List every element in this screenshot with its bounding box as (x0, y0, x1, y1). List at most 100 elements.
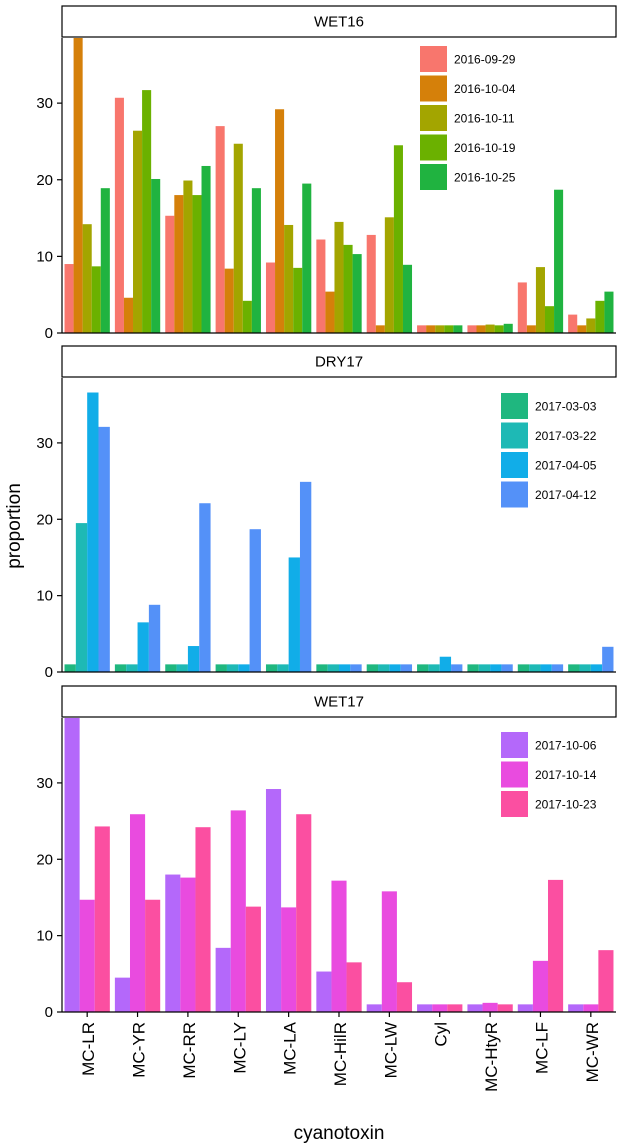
bar (288, 557, 300, 672)
series-2016-10-19 (91, 90, 605, 333)
bar (215, 664, 227, 672)
bar (476, 325, 486, 333)
bar (145, 899, 161, 1012)
legend-swatch (501, 422, 528, 449)
bar (174, 195, 184, 333)
bar (346, 962, 362, 1012)
bar (281, 907, 297, 1012)
bar (447, 1004, 463, 1012)
legend-swatch (420, 134, 447, 161)
panel-wet16: WET16 0 10 20 30 2016-09-29 2016-10-04 2016-10-… (36, 5, 617, 342)
bar (195, 827, 211, 1012)
bar (568, 314, 578, 333)
y-axis-title: proportion (4, 483, 25, 569)
bar (577, 325, 587, 333)
legend-label: 2017-10-06 (535, 739, 597, 753)
x-axis-title: cyanotoxin (294, 1123, 385, 1144)
bar (87, 392, 99, 672)
panel-dry17: DRY17 0 10 20 30 2017-03-03 2017-03-22 2017-04-… (36, 345, 617, 681)
bar (428, 664, 440, 672)
bar (467, 664, 479, 672)
facet-strip (61, 685, 617, 718)
bar (532, 960, 549, 1012)
y-tick-label: 0 (45, 664, 53, 681)
bar (378, 664, 390, 672)
bar (64, 264, 74, 333)
bar (400, 664, 413, 672)
bar (494, 325, 504, 333)
legend-label: 2016-10-04 (454, 82, 516, 96)
x-axis: MC-LR MC-YR MC-RR MC-LY MC-LA MC-HilR MC-LW Cyl… (79, 1012, 602, 1092)
bar (444, 325, 454, 333)
x-tick-label: MC-LA (281, 1021, 300, 1075)
series-2017-04-12 (98, 426, 614, 672)
bar (265, 664, 278, 672)
x-tick-label: MC-WR (583, 1022, 602, 1082)
bar (137, 622, 149, 672)
legend-label: 2016-10-19 (454, 141, 516, 155)
bar (467, 325, 477, 333)
x-tick-label: MC-YR (130, 1022, 149, 1078)
bar (100, 188, 110, 333)
bar (451, 664, 463, 672)
legend-label: 2016-09-29 (454, 53, 516, 67)
legend-swatch (420, 75, 447, 102)
bar (133, 130, 143, 333)
legend-label: 2017-03-03 (535, 400, 597, 414)
series-2016-10-11 (82, 130, 596, 333)
bar (375, 325, 385, 333)
bar (296, 814, 312, 1012)
legend: 2017-10-06 2017-10-14 2017-10-23 (501, 732, 597, 817)
series-2016-09-29 (64, 97, 578, 334)
legend: 2016-09-29 2016-10-04 2016-10-11 2016-10-19… (420, 46, 516, 190)
bar (366, 664, 379, 672)
bar (490, 664, 502, 672)
bar (327, 664, 339, 672)
bar (529, 664, 541, 672)
x-tick-label: MC-LR (79, 1022, 98, 1076)
bar (114, 97, 124, 334)
bar (366, 1004, 382, 1012)
bar (517, 282, 527, 333)
bar (245, 906, 261, 1012)
series-2016-10-25 (100, 165, 614, 333)
bar (151, 178, 161, 333)
bar (114, 664, 127, 672)
bar (94, 826, 110, 1012)
bar (165, 215, 175, 333)
y-tick-label: 0 (45, 1004, 53, 1021)
bar (114, 977, 130, 1012)
bar (293, 267, 303, 333)
bar (439, 656, 452, 672)
bar (275, 109, 285, 333)
legend-swatch (501, 732, 528, 758)
legend-label: 2017-04-05 (535, 459, 597, 473)
bar (82, 224, 92, 333)
facet-strip (61, 5, 617, 38)
bar (316, 239, 326, 333)
legend-swatch (501, 393, 528, 419)
bar (249, 529, 261, 672)
bar (482, 1002, 498, 1012)
legend-swatch (501, 452, 528, 478)
bar (215, 126, 225, 334)
bar (485, 324, 495, 333)
bar (251, 188, 261, 333)
legend-swatch (501, 761, 528, 788)
bar (554, 189, 564, 333)
bar (126, 664, 138, 672)
bar (381, 891, 397, 1012)
bar (540, 664, 552, 672)
legend: 2017-03-03 2017-03-22 2017-04-05 2017-04-12 (501, 393, 597, 508)
bar (148, 604, 161, 672)
bar (230, 810, 246, 1012)
bar (64, 718, 80, 1012)
bar (435, 325, 445, 333)
x-tick-label: MC-LW (381, 1022, 400, 1078)
bar (503, 323, 513, 333)
bar (579, 664, 591, 672)
bar (176, 664, 188, 672)
bar (316, 664, 328, 672)
bar (79, 899, 95, 1012)
